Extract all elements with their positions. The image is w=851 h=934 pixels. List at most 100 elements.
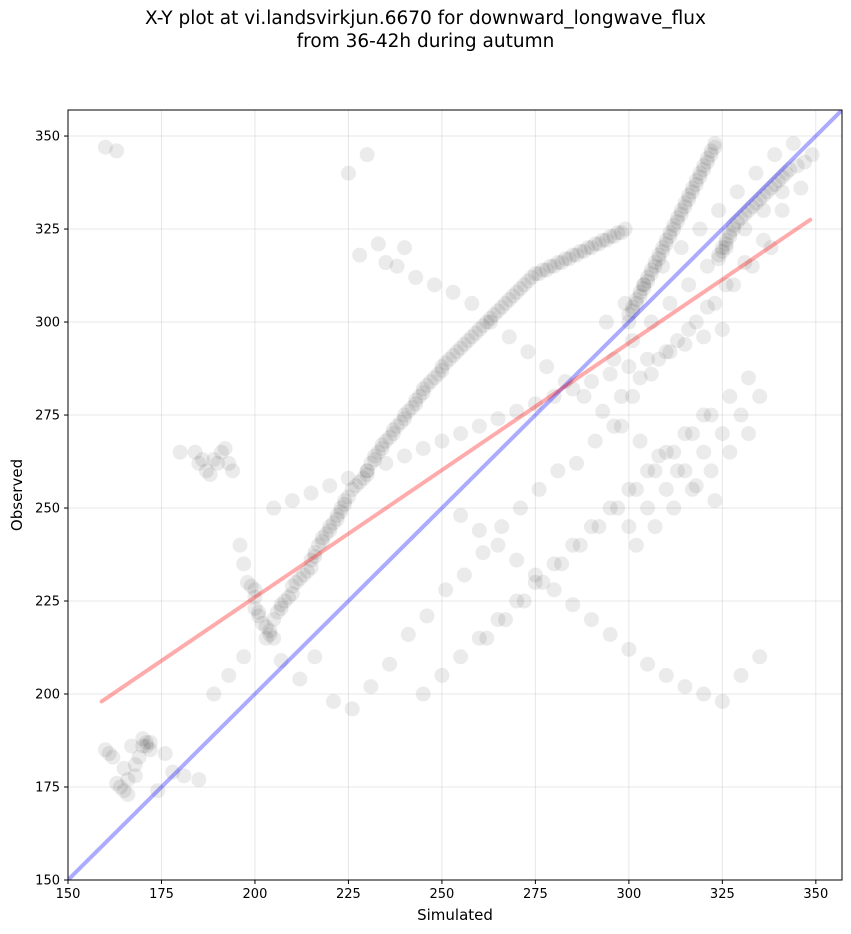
scatter-point xyxy=(307,548,323,564)
scatter-point xyxy=(527,266,543,282)
scatter-point xyxy=(669,214,685,230)
scatter-point xyxy=(602,500,618,516)
scatter-point xyxy=(296,567,312,583)
scatter-point xyxy=(419,608,435,624)
scatter-point xyxy=(527,567,543,583)
scatter-point xyxy=(711,251,727,267)
scatter-point xyxy=(135,738,151,754)
scatter-point xyxy=(479,630,495,646)
scatter-point xyxy=(707,139,723,155)
scatter-point xyxy=(314,533,330,549)
scatter-point xyxy=(804,147,820,163)
scatter-point xyxy=(658,444,674,460)
scatter-point xyxy=(359,463,375,479)
scatter-point xyxy=(572,537,588,553)
scatter-point xyxy=(247,600,263,616)
scatter-point xyxy=(692,165,708,181)
scatter-point xyxy=(741,370,757,386)
scatter-point xyxy=(733,210,749,226)
scatter-point xyxy=(640,351,656,367)
scatter-point xyxy=(681,188,697,204)
linear-fit-line xyxy=(99,217,813,704)
scatter-point xyxy=(748,195,764,211)
scatter-point xyxy=(640,273,656,289)
scatter-point xyxy=(217,441,233,457)
scatter-point xyxy=(651,448,667,464)
scatter-point xyxy=(187,444,203,460)
scatter-point xyxy=(273,600,289,616)
scatter-point xyxy=(722,225,738,241)
scatter-point xyxy=(475,545,491,561)
scatter-point xyxy=(647,519,663,535)
scatter-point xyxy=(512,281,528,297)
scatter-point xyxy=(741,202,757,218)
scatter-point xyxy=(419,377,435,393)
scatter-point xyxy=(610,225,626,241)
scatter-point xyxy=(643,366,659,382)
scatter-point xyxy=(625,303,641,319)
scatter-point xyxy=(752,191,768,207)
scatter-point xyxy=(486,307,502,323)
scatter-point xyxy=(456,567,472,583)
scatter-point xyxy=(397,407,413,423)
scatter-point xyxy=(797,154,813,170)
scatter-point xyxy=(707,135,723,151)
scatter-point xyxy=(355,470,371,486)
scatter-point xyxy=(703,143,719,159)
scatter-point xyxy=(254,615,270,631)
scatter-point xyxy=(550,255,566,271)
scatter-point xyxy=(554,556,570,572)
scatter-point xyxy=(774,169,790,185)
scatter-point xyxy=(397,240,413,256)
scatter-point xyxy=(546,582,562,598)
scatter-point xyxy=(662,225,678,241)
scatter-point xyxy=(460,333,476,349)
scatter-point xyxy=(763,240,779,256)
scatter-point xyxy=(767,176,783,192)
scatter-point xyxy=(711,247,727,263)
scatter-point xyxy=(643,266,659,282)
scatter-points xyxy=(97,135,820,802)
scatter-point xyxy=(598,314,614,330)
scatter-point xyxy=(692,221,708,237)
scatter-point xyxy=(655,258,671,274)
scatter-point xyxy=(557,374,573,390)
scatter-point xyxy=(647,463,663,479)
scatter-point xyxy=(363,455,379,471)
scatter-point xyxy=(191,455,207,471)
scatter-point xyxy=(692,169,708,185)
scatter-point xyxy=(490,612,506,628)
scatter-point xyxy=(453,507,469,523)
scatter-point xyxy=(258,619,274,635)
scatter-point xyxy=(696,407,712,423)
scatter-point xyxy=(542,258,558,274)
scatter-point xyxy=(273,653,289,669)
scatter-point xyxy=(782,162,798,178)
x-tick-label: 300 xyxy=(616,887,641,902)
scatter-point xyxy=(628,295,644,311)
scatter-point xyxy=(755,188,771,204)
scatter-point xyxy=(557,251,573,267)
scatter-point xyxy=(744,258,760,274)
scatter-point xyxy=(673,206,689,222)
scatter-point xyxy=(539,359,555,375)
scatter-point xyxy=(445,284,461,300)
scatter-point xyxy=(617,221,633,237)
scatter-point xyxy=(135,731,151,747)
scatter-point xyxy=(359,467,375,483)
scatter-point xyxy=(651,247,667,263)
scatter-point xyxy=(225,463,241,479)
scatter-point xyxy=(292,571,308,587)
scatter-point xyxy=(703,407,719,423)
scatter-point xyxy=(176,768,192,784)
scatter-point xyxy=(258,630,274,646)
scatter-point xyxy=(340,165,356,181)
scatter-point xyxy=(696,686,712,702)
scatter-point xyxy=(456,336,472,352)
scatter-point xyxy=(512,500,528,516)
scatter-point xyxy=(628,537,644,553)
scatter-point xyxy=(352,474,368,490)
scatter-point xyxy=(662,295,678,311)
scatter-point xyxy=(400,626,416,642)
scatter-point xyxy=(453,426,469,442)
